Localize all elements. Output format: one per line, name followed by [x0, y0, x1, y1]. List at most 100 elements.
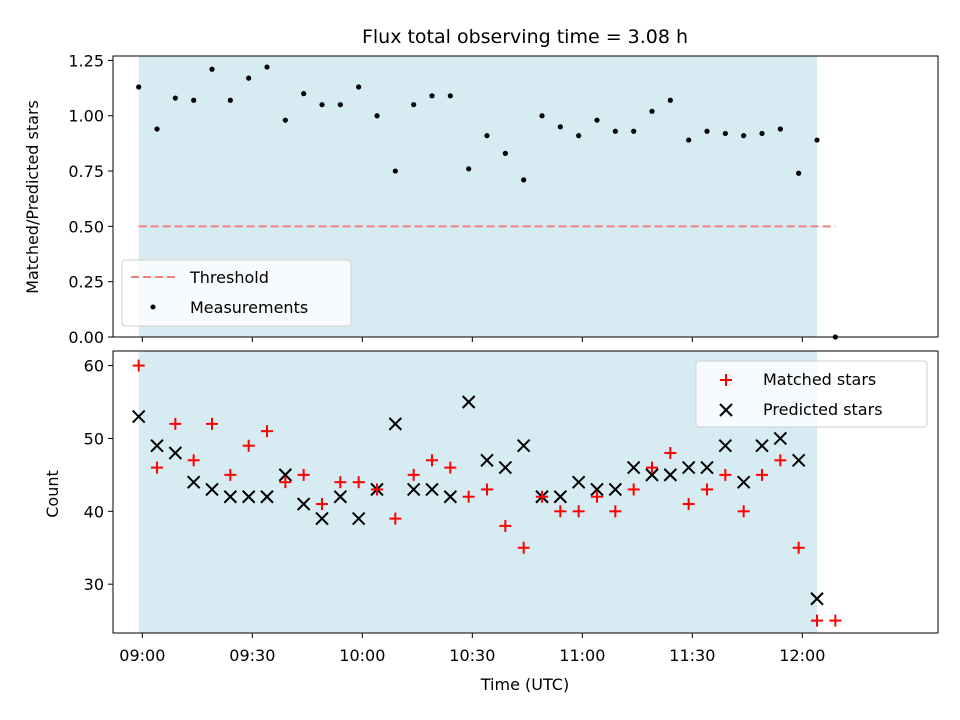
matched-point	[554, 505, 567, 518]
measurement-point	[594, 117, 600, 123]
measurement-point	[466, 166, 472, 172]
measurement-point	[667, 97, 673, 103]
x-tick-label: 10:30	[449, 646, 495, 665]
legend-count: Matched stars Predicted stars	[695, 360, 928, 428]
predicted-point	[571, 475, 586, 489]
y-tick-label: 0.00	[68, 328, 104, 347]
predicted-point	[590, 482, 604, 497]
matched-point	[811, 614, 823, 627]
y-axis-label-count: Count	[43, 470, 62, 518]
y-tick-label: 50	[84, 429, 104, 448]
predicted-point	[516, 439, 531, 453]
predicted-point	[168, 446, 183, 460]
top-axes-frame	[112, 55, 939, 338]
measurement-point	[374, 113, 380, 119]
measurement-point	[576, 133, 582, 139]
matched-point	[407, 468, 420, 481]
matched-point	[719, 468, 732, 481]
predicted-point	[315, 511, 329, 526]
legend-box	[121, 259, 352, 327]
matched-point	[792, 541, 805, 554]
predicted-point	[608, 482, 623, 497]
measurement-point	[631, 128, 637, 134]
matched-point	[627, 483, 640, 496]
legend-box	[695, 360, 928, 428]
predicted-point	[810, 592, 824, 606]
matched-point	[426, 454, 438, 467]
legend-matched-swatch	[720, 374, 732, 386]
predicted-point	[333, 490, 348, 504]
matched-point	[701, 483, 713, 496]
matched-point	[371, 483, 383, 496]
predicted-point	[626, 460, 641, 475]
measurement-point	[539, 113, 545, 119]
measurement-point	[227, 97, 233, 103]
measurement-point	[686, 137, 692, 143]
measurement-point	[704, 128, 710, 134]
measurement-point	[759, 130, 765, 137]
measurement-point	[392, 168, 398, 174]
matched-point	[261, 425, 273, 438]
predicted-point	[755, 439, 769, 453]
measurement-point	[777, 126, 783, 132]
matched-point	[334, 476, 347, 489]
legend-threshold-label: Threshold	[189, 268, 269, 287]
predicted-point	[150, 439, 164, 453]
predicted-point	[663, 468, 678, 482]
x-tick-label: 09:00	[119, 646, 165, 665]
y-tick-label: 40	[84, 502, 104, 521]
measurement-point	[722, 130, 728, 137]
measurement-point	[282, 117, 288, 123]
matched-point	[536, 490, 548, 503]
y-tick-label: 0.50	[68, 217, 104, 236]
predicted-point	[443, 490, 458, 504]
matched-point	[316, 498, 328, 511]
measurement-point	[411, 102, 417, 108]
legend-matched-label: Matched stars	[763, 370, 876, 389]
y-tick-label: 60	[84, 357, 104, 376]
matched-point	[169, 417, 182, 430]
y-tick-label: 1.25	[68, 51, 104, 70]
predicted-point	[351, 511, 366, 526]
measurement-point	[246, 75, 252, 81]
predicted-point	[700, 460, 714, 475]
x-tick-label: 12:00	[779, 646, 825, 665]
predicted-point	[718, 439, 733, 453]
predicted-point	[260, 490, 274, 504]
bottom-axes-frame	[112, 350, 939, 634]
predicted-point	[296, 497, 311, 511]
measurement-point	[264, 64, 270, 70]
measurement-point	[741, 133, 747, 139]
matched-point	[737, 505, 750, 518]
matched-point	[444, 461, 457, 474]
matched-point	[187, 454, 200, 467]
predicted-point	[425, 482, 439, 497]
predicted-point	[736, 475, 751, 489]
measurement-point	[429, 93, 435, 99]
x-axis-label: Time (UTC)	[480, 675, 569, 694]
matched-point	[756, 468, 768, 481]
predicted-point	[480, 453, 494, 468]
legend-predicted-label: Predicted stars	[763, 400, 883, 419]
predicted-point	[461, 395, 476, 409]
matched-point	[609, 505, 622, 518]
measurement-point	[557, 124, 563, 130]
ratio-panel: 0.00 0.25 0.50 0.75 1.00 1.25 Flux total obse…	[23, 26, 939, 347]
measurement-point	[136, 84, 142, 90]
predicted-point	[241, 490, 256, 504]
matched-point	[352, 476, 365, 489]
y-tick-label: 0.25	[68, 273, 104, 292]
x-tick-label: 11:30	[669, 646, 715, 665]
measurement-point	[814, 137, 820, 143]
predicted-point	[498, 460, 513, 475]
legend-predicted-swatch	[719, 403, 733, 417]
legend-measurements-label: Measurements	[190, 298, 308, 317]
measurement-point	[521, 177, 527, 183]
matched-point	[646, 461, 658, 474]
predicted-point	[681, 460, 696, 475]
measurement-point	[447, 93, 453, 99]
predicted-point	[553, 490, 568, 504]
matched-point	[279, 476, 292, 489]
measurement-point	[172, 95, 178, 101]
